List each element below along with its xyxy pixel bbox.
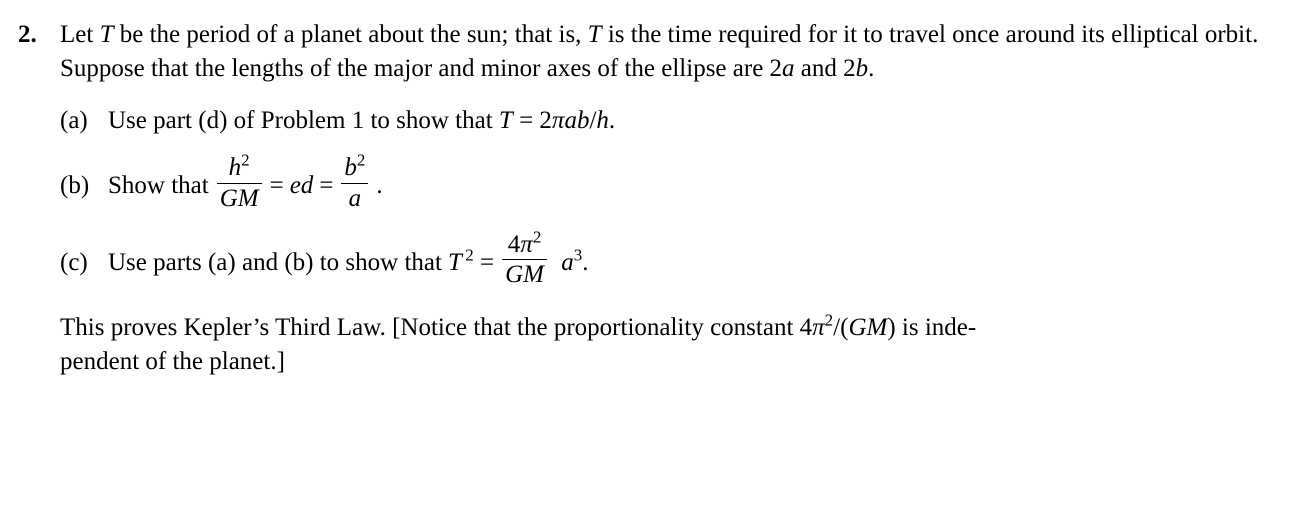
part-b-frac2: b2 a <box>341 155 368 212</box>
part-b-tail: . <box>376 169 382 203</box>
part-b-eq1: = <box>270 169 284 203</box>
part-b-eq2: = <box>319 169 333 203</box>
part-c-content: Use parts (a) and (b) to show that T 2 =… <box>108 234 1280 291</box>
part-c-frac-den: GM <box>502 260 547 289</box>
problem-intro: Let T be the period of a planet about th… <box>60 18 1280 86</box>
part-b-frac2-num: b2 <box>341 155 368 183</box>
part-c-frac-num: 4π2 <box>502 232 547 260</box>
part-b: (b) Show that h2 GM = ed = b2 a . <box>60 157 1280 214</box>
part-b-frac2-den: a <box>341 184 368 213</box>
part-c-rhs: a3. <box>555 246 589 280</box>
part-b-frac1-den: GM <box>217 184 262 213</box>
problem-number: 2. <box>18 18 60 378</box>
part-c: (c) Use parts (a) and (b) to show that T… <box>60 234 1280 291</box>
part-c-label: (c) <box>60 246 108 280</box>
part-a-equation: T = 2πab/h. <box>499 107 615 134</box>
part-b-frac1-num: h2 <box>217 155 262 183</box>
part-a-label: (a) <box>60 104 108 138</box>
problem-2: 2. Let T be the period of a planet about… <box>18 18 1280 378</box>
part-b-frac1: h2 GM <box>217 155 262 212</box>
part-c-text-before: Use parts (a) and (b) to show that <box>108 246 442 280</box>
part-b-label: (b) <box>60 169 108 203</box>
part-c-frac: 4π2 GM <box>502 232 547 289</box>
problem-body: Let T be the period of a planet about th… <box>60 18 1280 378</box>
part-a-text-before: Use part (d) of Problem 1 to show that <box>108 107 499 134</box>
closing-text: This proves Kepler’s Third Law. [Notice … <box>60 311 1280 379</box>
part-a: (a) Use part (d) of Problem 1 to show th… <box>60 104 1280 138</box>
part-a-content: Use part (d) of Problem 1 to show that T… <box>108 104 1280 138</box>
part-b-text-before: Show that <box>108 169 209 203</box>
part-b-midterm: ed <box>290 169 314 203</box>
part-b-content: Show that h2 GM = ed = b2 a . <box>108 157 1280 214</box>
part-c-lhs: T 2 = <box>448 246 494 280</box>
